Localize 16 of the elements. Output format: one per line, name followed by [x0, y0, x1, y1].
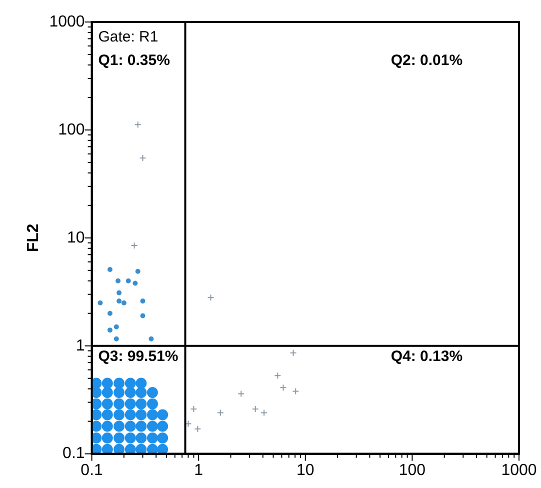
- annotation: Q3: 99.51%: [98, 348, 178, 365]
- annotation: Gate: R1: [98, 28, 158, 46]
- y-tick-label: 1: [76, 337, 85, 354]
- annotation: Q4: 0.13%: [390, 348, 463, 365]
- y-tick-label: 100: [58, 121, 85, 138]
- y-tick-label: 0.1: [62, 445, 85, 462]
- x-tick-label: 100: [398, 462, 426, 479]
- y-tick-label: 1000: [49, 13, 85, 30]
- x-tick-label: 1: [194, 462, 204, 479]
- x-tick-label: 0.1: [80, 462, 104, 479]
- x-tick-label: 10: [296, 462, 314, 479]
- y-axis-title: FL2: [25, 224, 42, 252]
- x-tick-label: 1000: [501, 462, 537, 479]
- annotation: Q1: 0.35%: [98, 52, 170, 70]
- y-tick-label: 10: [66, 229, 85, 246]
- annotation: Q2: 0.01%: [390, 52, 463, 70]
